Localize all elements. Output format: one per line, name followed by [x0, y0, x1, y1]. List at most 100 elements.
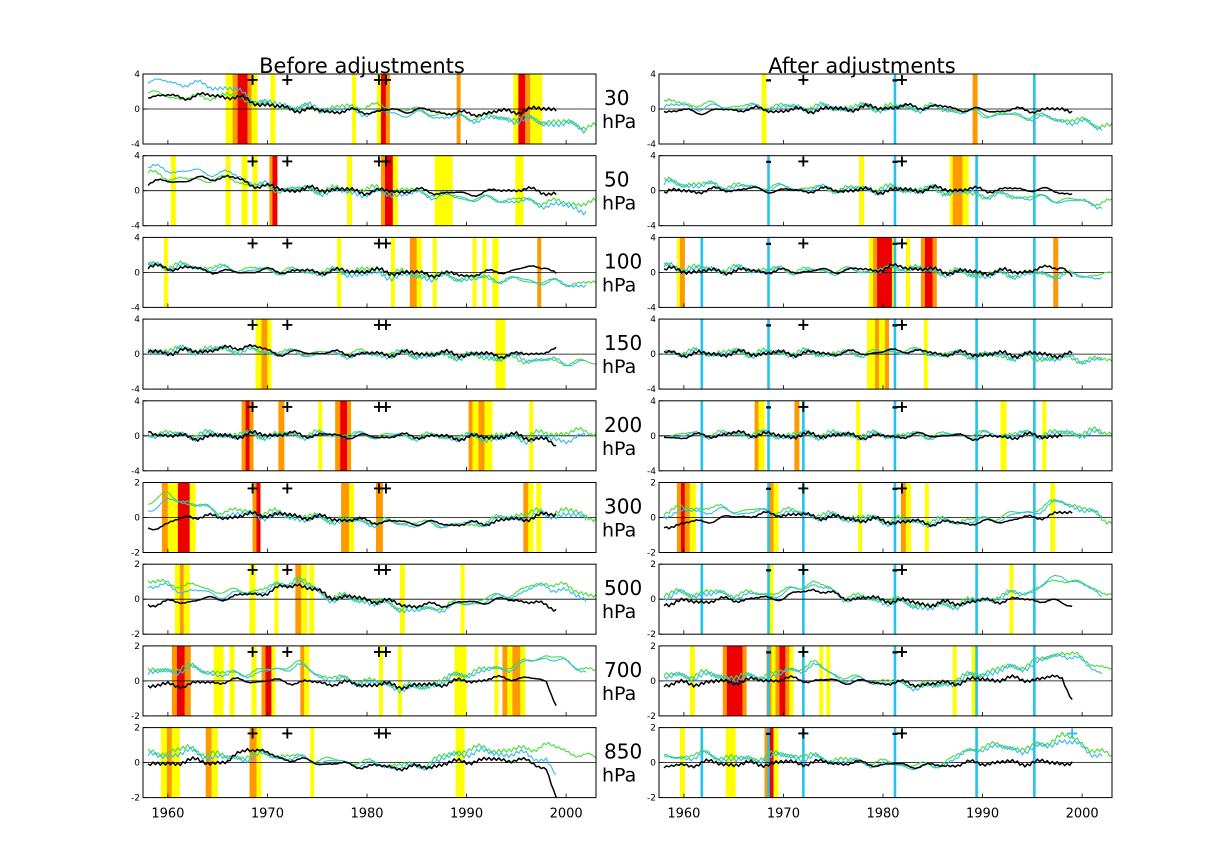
y-tick-label: 4: [650, 70, 656, 80]
plot-area: [143, 727, 596, 798]
y-tick-label: 4: [650, 152, 656, 162]
minus-marker: -: [765, 479, 772, 498]
series-cyan-line: [147, 78, 587, 134]
y-tick-label: 2: [650, 724, 656, 734]
y-tick-label: 0: [134, 105, 140, 115]
x-tick-label: 2000: [1066, 807, 1099, 822]
series-black-line: [663, 263, 1073, 278]
series-cyan-line: [663, 178, 1103, 210]
unit-label: hPa: [602, 765, 636, 787]
plus-marker: +: [379, 397, 392, 416]
series-cyan-line: [663, 653, 1103, 692]
x-tick-label: 1990: [450, 807, 483, 822]
plot-area: [143, 155, 596, 226]
y-tick-label: 4: [650, 315, 656, 325]
plus-marker: +: [281, 479, 294, 498]
y-tick-label: 0: [134, 514, 140, 524]
series-cyan-line: [147, 163, 587, 216]
unit-label: hPa: [602, 438, 636, 460]
series-black-line: [663, 758, 1073, 770]
minus-marker: -: [765, 724, 772, 743]
plus-marker: +: [379, 315, 392, 334]
minus-marker: -: [765, 560, 772, 579]
y-tick-label: -4: [131, 140, 140, 150]
y-tick-label: 0: [134, 187, 140, 197]
y-tick-label: -2: [131, 794, 140, 804]
minus-marker: -: [765, 70, 772, 89]
plus-marker: +: [372, 724, 385, 743]
x-tick-label: 2000: [550, 807, 583, 822]
y-tick-label: 2: [134, 560, 140, 570]
series-cyan-line: [147, 578, 587, 614]
level-label-100: 100: [604, 249, 642, 273]
plus-marker: +: [281, 642, 294, 661]
series-green-line: [147, 575, 596, 612]
x-tick-label: 1970: [767, 807, 800, 822]
series-black-line: [663, 674, 1073, 700]
plus-marker: +: [895, 397, 908, 416]
plus-marker: +: [281, 397, 294, 416]
plot-area: [659, 237, 1112, 308]
y-tick-label: -4: [647, 385, 656, 395]
minus-marker: -: [892, 152, 899, 171]
series-black-line: [663, 588, 1073, 609]
series-black-line: [147, 430, 557, 447]
right-panel-850: 20-2- + -+ +: [647, 724, 1113, 804]
series-black-line: [663, 102, 1073, 116]
plus-marker: +: [379, 642, 392, 661]
plus-marker: +: [797, 642, 810, 661]
plus-marker: +: [246, 479, 259, 498]
y-tick-label: -2: [647, 712, 656, 722]
plus-marker: +: [797, 233, 810, 252]
level-label-150: 150: [604, 331, 642, 355]
plot-area: [143, 319, 596, 390]
plus-marker: +: [895, 70, 908, 89]
plus-marker: +: [246, 724, 259, 743]
y-tick-label: 0: [134, 677, 140, 687]
unit-label: hPa: [602, 193, 636, 215]
series-black-line: [147, 747, 557, 798]
series-cyan-line: [663, 739, 1103, 771]
plus-marker: +: [797, 397, 810, 416]
series-green-line: [147, 169, 596, 208]
plot-area: [659, 74, 1112, 144]
minus-marker: -: [765, 233, 772, 252]
right-panel-150: 40-4- + -+: [647, 315, 1113, 395]
y-tick-label: -4: [131, 222, 140, 232]
plot-area: [659, 155, 1112, 226]
plus-marker: +: [895, 560, 908, 579]
y-tick-label: 4: [650, 233, 656, 243]
series-green-line: [663, 498, 1112, 526]
y-tick-label: -2: [131, 712, 140, 722]
y-tick-label: 0: [650, 268, 656, 278]
y-tick-label: 0: [650, 677, 656, 687]
y-tick-label: 0: [134, 350, 140, 360]
y-tick-label: 4: [134, 152, 140, 162]
plot-area: [143, 74, 596, 144]
plot-area: [659, 645, 1112, 716]
right-panel-500: 20-2- + -+: [647, 560, 1113, 640]
y-tick-label: -2: [647, 630, 656, 640]
cyan-plus-marker: +: [1065, 724, 1078, 743]
plot-area: [659, 319, 1112, 390]
y-tick-label: -4: [647, 467, 656, 477]
unit-label: hPa: [602, 111, 636, 133]
y-tick-label: -2: [131, 549, 140, 559]
minus-marker: -: [892, 642, 899, 661]
y-tick-label: 4: [134, 233, 140, 243]
level-label-50: 50: [604, 168, 629, 192]
y-tick-label: 0: [650, 514, 656, 524]
plus-marker: +: [895, 479, 908, 498]
y-tick-label: -4: [131, 467, 140, 477]
x-tick-label: 1970: [251, 807, 284, 822]
plus-marker: +: [281, 724, 294, 743]
y-tick-label: 0: [134, 268, 140, 278]
series-black-line: [663, 184, 1073, 196]
x-tick-label: 1960: [151, 807, 184, 822]
plot-area: [143, 482, 596, 553]
y-tick-label: 2: [134, 724, 140, 734]
series-black-line: [147, 343, 557, 360]
